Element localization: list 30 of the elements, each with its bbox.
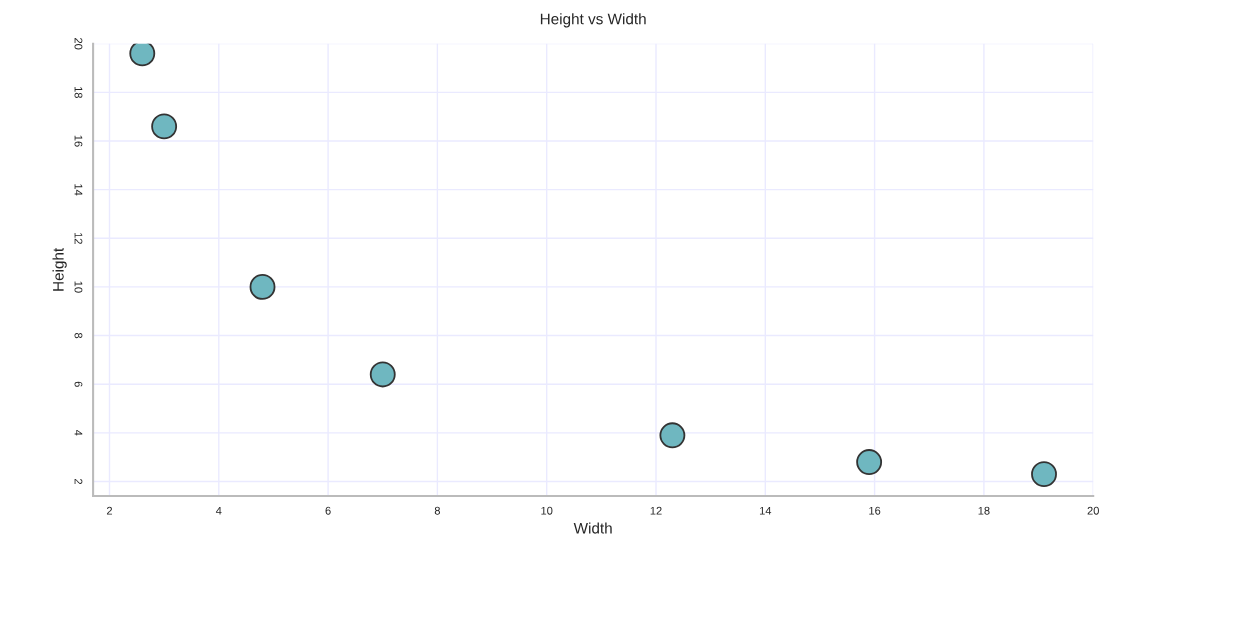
- chart-title: Height vs Width: [540, 13, 646, 28]
- x-tick-label: 8: [434, 506, 440, 515]
- point: [151, 113, 178, 140]
- y-tick-label: 20: [74, 38, 83, 50]
- point: [369, 361, 396, 388]
- x-tick-label: 10: [541, 506, 553, 515]
- y-tick-label: 6: [74, 381, 83, 387]
- x-tick-label: 2: [106, 506, 113, 515]
- point: [249, 273, 276, 300]
- point: [129, 43, 156, 67]
- y-tick-label: 18: [74, 86, 83, 99]
- x-tick-label: 16: [869, 506, 881, 515]
- x-tick-label: 14: [759, 506, 772, 515]
- point: [659, 422, 686, 449]
- y-tick-label: 2: [74, 478, 83, 485]
- y-tick-label: 16: [74, 135, 83, 147]
- point: [856, 449, 883, 475]
- y-axis-title: Height: [52, 247, 67, 291]
- x-axis-title: Width: [573, 522, 612, 534]
- x-tick-label: 20: [1087, 506, 1099, 515]
- y-tick-label: 4: [74, 430, 83, 436]
- y-tick-label: 14: [74, 184, 83, 196]
- x-tick-label: 18: [978, 506, 990, 515]
- x-tick-label: 4: [215, 506, 222, 515]
- y-tick-label: 10: [74, 281, 83, 293]
- y-tick-label: 12: [74, 232, 83, 244]
- x-tick-label: 12: [650, 506, 662, 515]
- y-tick-label: 8: [74, 332, 83, 339]
- point: [1031, 461, 1057, 488]
- x-tick-label: 6: [325, 506, 331, 515]
